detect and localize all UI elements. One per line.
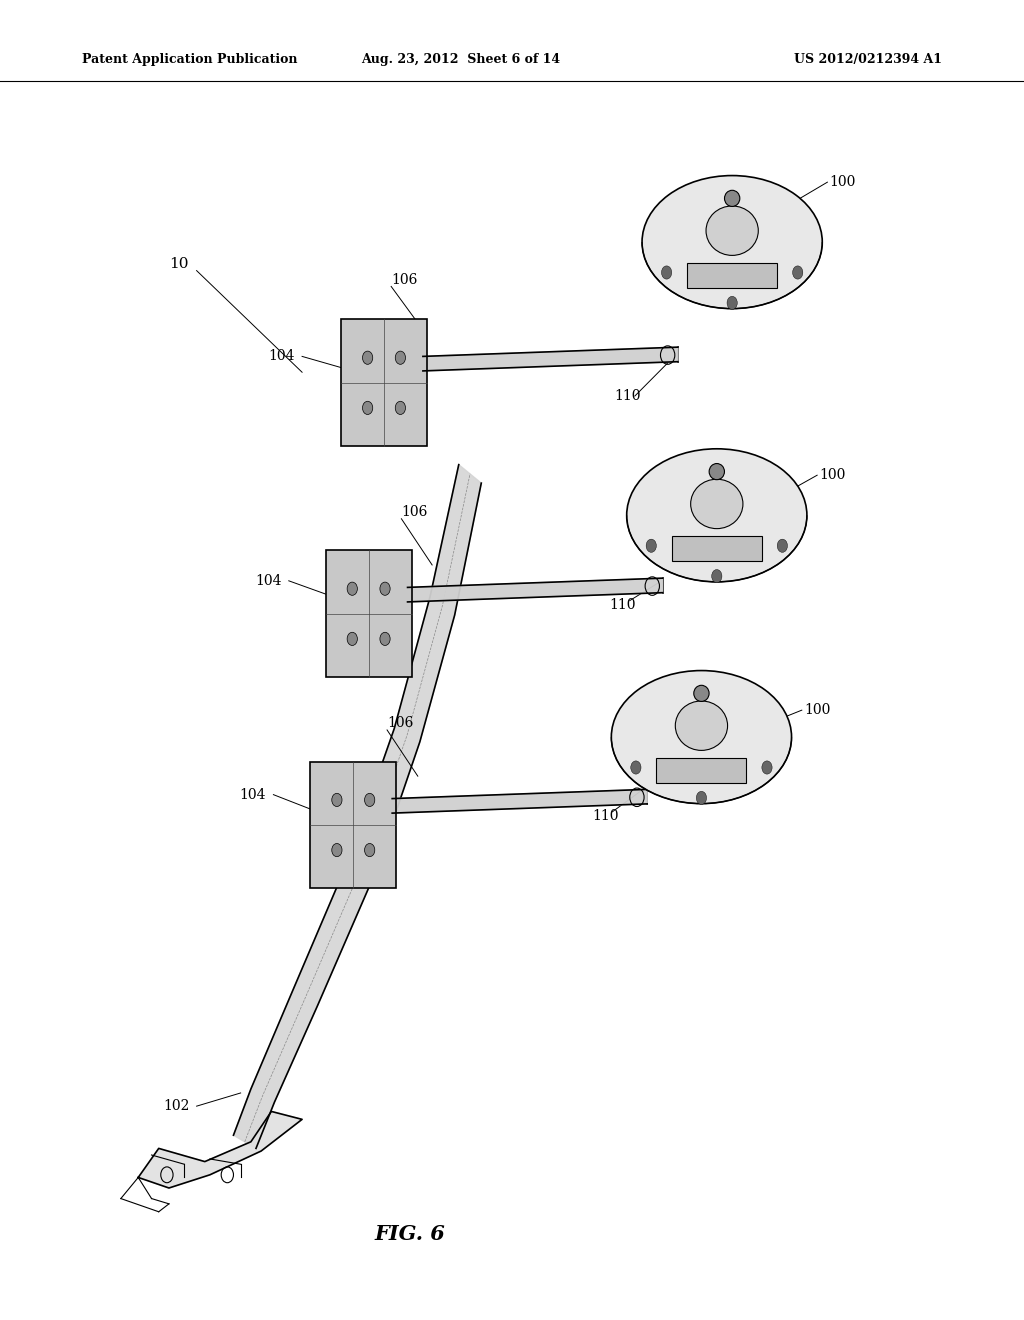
FancyBboxPatch shape: [310, 762, 396, 888]
Circle shape: [395, 351, 406, 364]
FancyBboxPatch shape: [341, 319, 427, 446]
Text: 100: 100: [829, 176, 856, 189]
Circle shape: [777, 539, 787, 552]
Text: 100: 100: [804, 704, 830, 717]
Text: 104: 104: [255, 574, 282, 587]
Circle shape: [362, 401, 373, 414]
Circle shape: [380, 632, 390, 645]
Circle shape: [365, 843, 375, 857]
Ellipse shape: [675, 701, 728, 750]
Polygon shape: [138, 1111, 302, 1188]
Text: 102: 102: [163, 1100, 189, 1113]
Ellipse shape: [690, 479, 743, 528]
Circle shape: [646, 539, 656, 552]
FancyBboxPatch shape: [687, 263, 777, 288]
Circle shape: [696, 791, 707, 804]
Text: 106: 106: [401, 506, 428, 519]
Circle shape: [332, 843, 342, 857]
Text: FIG. 6: FIG. 6: [374, 1224, 445, 1245]
FancyBboxPatch shape: [326, 550, 412, 677]
Polygon shape: [392, 789, 647, 813]
Circle shape: [380, 582, 390, 595]
Text: 104: 104: [240, 788, 266, 801]
FancyBboxPatch shape: [672, 536, 762, 561]
Circle shape: [662, 265, 672, 279]
FancyBboxPatch shape: [656, 758, 746, 783]
Text: 100: 100: [819, 469, 846, 482]
Text: 106: 106: [387, 717, 414, 730]
Polygon shape: [233, 465, 481, 1148]
Ellipse shape: [642, 176, 822, 309]
Ellipse shape: [611, 671, 792, 804]
Circle shape: [793, 265, 803, 279]
Circle shape: [712, 569, 722, 582]
Text: Patent Application Publication: Patent Application Publication: [82, 53, 297, 66]
Text: 106: 106: [391, 273, 418, 286]
Ellipse shape: [627, 449, 807, 582]
Circle shape: [631, 760, 641, 774]
Circle shape: [395, 401, 406, 414]
Polygon shape: [408, 578, 663, 602]
Text: 104: 104: [268, 350, 295, 363]
Ellipse shape: [694, 685, 709, 701]
Text: Aug. 23, 2012  Sheet 6 of 14: Aug. 23, 2012 Sheet 6 of 14: [361, 53, 560, 66]
Text: US 2012/0212394 A1: US 2012/0212394 A1: [794, 53, 942, 66]
Text: 110: 110: [614, 389, 641, 403]
Ellipse shape: [710, 463, 724, 479]
Circle shape: [347, 632, 357, 645]
Ellipse shape: [706, 206, 759, 255]
Text: 110: 110: [609, 598, 636, 611]
Circle shape: [727, 296, 737, 309]
Ellipse shape: [725, 190, 739, 206]
Polygon shape: [423, 347, 678, 371]
Circle shape: [365, 793, 375, 807]
Circle shape: [347, 582, 357, 595]
Circle shape: [332, 793, 342, 807]
Circle shape: [762, 760, 772, 774]
Text: 110: 110: [592, 809, 618, 822]
Text: 10: 10: [169, 257, 189, 271]
Circle shape: [362, 351, 373, 364]
